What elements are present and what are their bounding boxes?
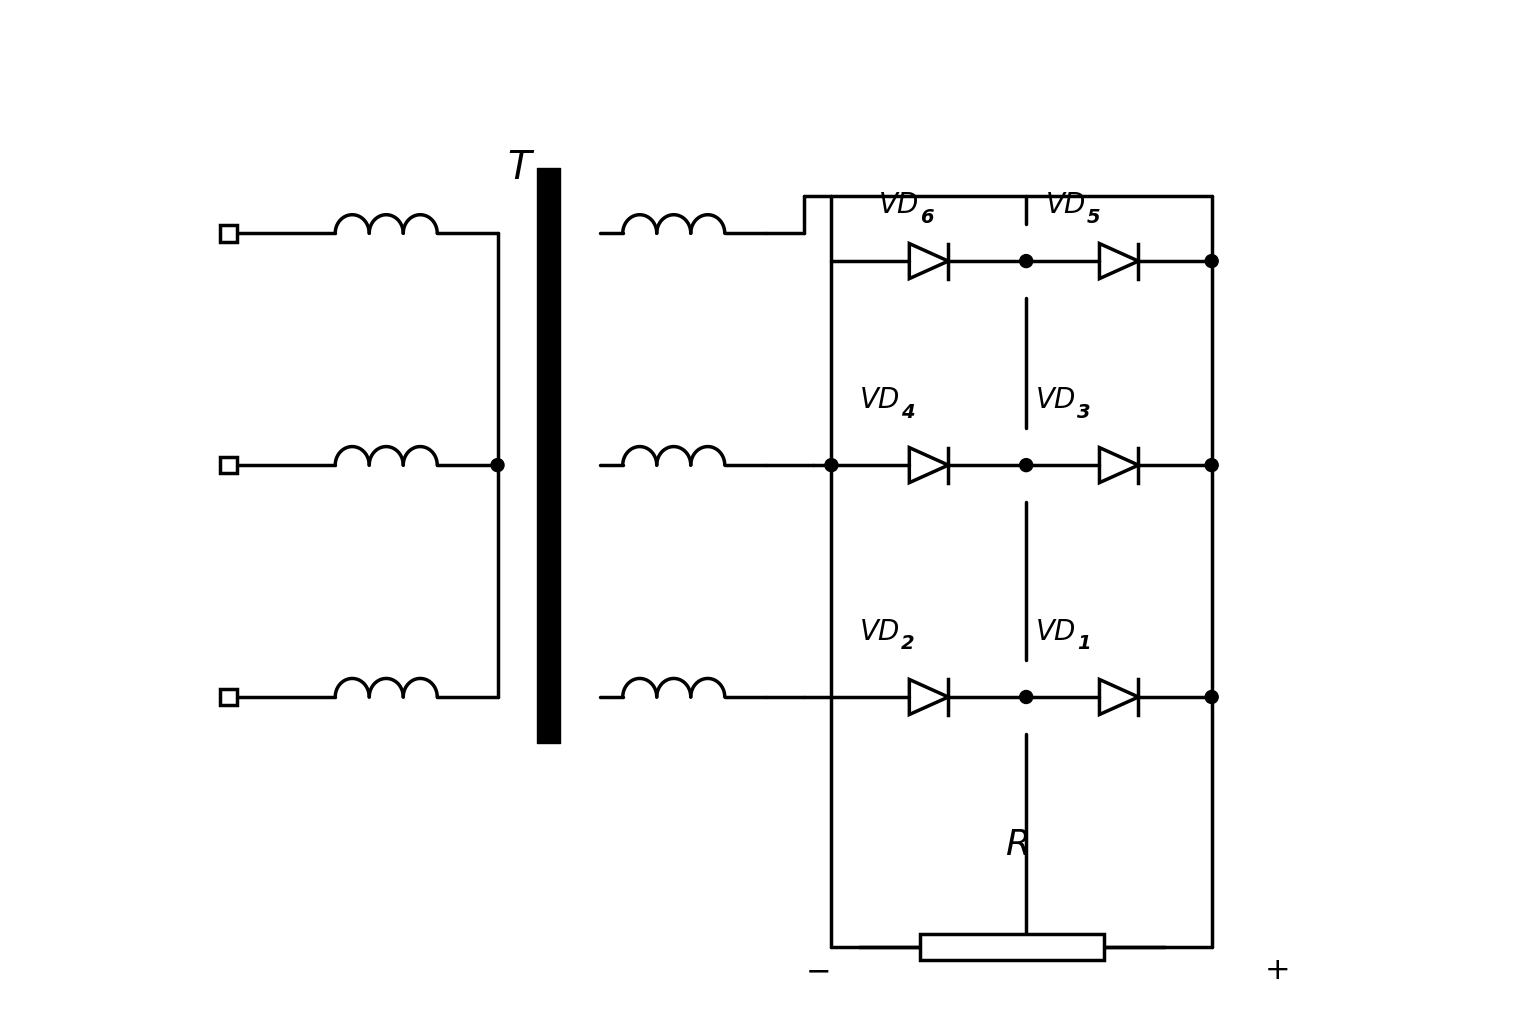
Bar: [221, 225, 238, 241]
Text: 6: 6: [920, 208, 934, 227]
Text: $T$: $T$: [506, 149, 535, 187]
Bar: [221, 457, 238, 474]
FancyBboxPatch shape: [920, 934, 1104, 961]
Bar: [221, 688, 238, 705]
Text: $R$: $R$: [1006, 829, 1029, 862]
Circle shape: [1019, 691, 1033, 704]
Text: 1: 1: [1078, 634, 1091, 654]
Circle shape: [491, 458, 504, 472]
Circle shape: [1205, 458, 1219, 472]
Circle shape: [1205, 255, 1219, 268]
Text: $VD$: $VD$: [1035, 618, 1076, 646]
Text: $VD$: $VD$: [1035, 386, 1076, 414]
Text: 4: 4: [901, 402, 915, 421]
Text: $VD$: $VD$: [860, 386, 900, 414]
Circle shape: [825, 458, 839, 472]
Text: $VD$: $VD$: [878, 191, 918, 219]
Text: $VD$: $VD$: [1046, 191, 1085, 219]
Circle shape: [1019, 255, 1033, 268]
Text: $+$: $+$: [1265, 957, 1289, 985]
Text: 5: 5: [1087, 208, 1101, 227]
Text: $VD$: $VD$: [860, 618, 900, 646]
Text: 2: 2: [901, 634, 915, 654]
Text: 3: 3: [1078, 402, 1091, 421]
Circle shape: [1205, 691, 1219, 704]
Text: $-$: $-$: [805, 957, 829, 985]
Circle shape: [1019, 458, 1033, 472]
